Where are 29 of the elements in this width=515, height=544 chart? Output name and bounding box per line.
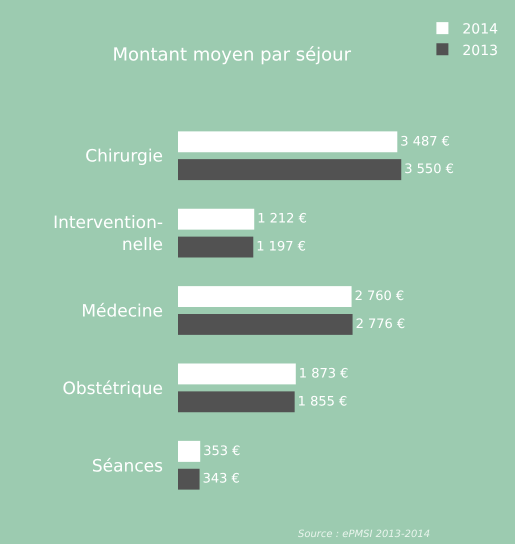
bar bbox=[178, 159, 402, 180]
bar bbox=[178, 468, 200, 490]
bar bbox=[178, 286, 352, 308]
source-note: Source : ePMSI 2013-2014 bbox=[298, 529, 430, 540]
bar bbox=[178, 440, 200, 462]
legend-label: 2014 bbox=[462, 22, 498, 38]
bar bbox=[178, 208, 254, 230]
bar bbox=[178, 236, 254, 258]
data-label: 3 550 € bbox=[404, 162, 454, 178]
data-label: 1 873 € bbox=[298, 366, 348, 382]
data-label: 3 487 € bbox=[400, 134, 450, 150]
y-tick-label: Obstétrique bbox=[62, 378, 163, 399]
y-tick-label: Médecine bbox=[81, 301, 163, 322]
bar bbox=[178, 391, 295, 412]
data-label: 2 760 € bbox=[354, 289, 404, 304]
data-label: 1 855 € bbox=[298, 394, 348, 410]
data-label: 2 776 € bbox=[356, 316, 406, 332]
bar bbox=[178, 131, 398, 152]
legend-label: 2013 bbox=[462, 42, 498, 59]
data-label: 1 197 € bbox=[256, 240, 306, 255]
y-tick-label: Séances bbox=[92, 456, 164, 476]
bar bbox=[178, 364, 296, 384]
y-tick-label: Chirurgie bbox=[85, 146, 163, 167]
data-label: 343 € bbox=[202, 472, 240, 487]
y-tick-label: Intervention- nelle bbox=[53, 213, 163, 256]
chart-title: Montant moyen par séjour bbox=[112, 44, 352, 66]
bar bbox=[178, 314, 353, 335]
data-label: 1 212 € bbox=[257, 212, 307, 227]
data-label: 353 € bbox=[203, 444, 240, 459]
